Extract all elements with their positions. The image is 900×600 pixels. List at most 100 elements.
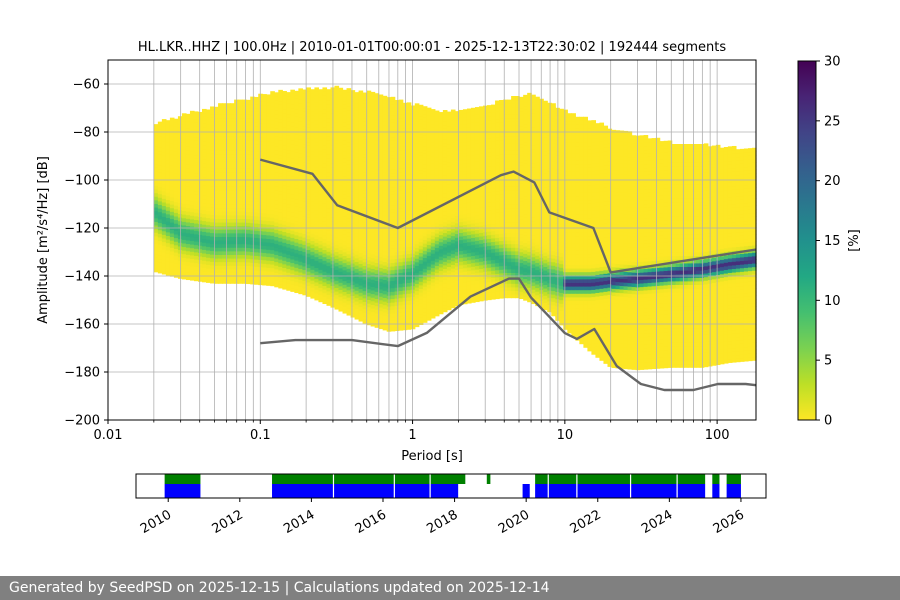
heatmap-cell	[479, 250, 484, 255]
heatmap-cell	[410, 155, 416, 161]
heatmap-cell	[298, 228, 303, 233]
heatmap-cell	[314, 238, 320, 243]
heatmap-cell	[169, 175, 175, 180]
heatmap-cell	[479, 210, 484, 215]
heatmap-cell	[298, 214, 303, 219]
heatmap-cell	[218, 142, 223, 147]
heatmap-cell	[310, 254, 316, 260]
heatmap-cell	[286, 261, 291, 266]
heatmap-cell	[446, 288, 452, 293]
heatmap-cell	[479, 279, 484, 284]
heatmap-cell	[406, 271, 412, 276]
heatmap-cell	[402, 275, 408, 280]
heatmap-cell	[491, 115, 496, 120]
heatmap-cell	[350, 133, 356, 138]
heatmap-cell	[202, 263, 207, 268]
heatmap-cell	[222, 106, 227, 111]
heatmap-cell	[278, 197, 283, 203]
heatmap-cell	[515, 294, 520, 299]
heatmap-cell	[290, 176, 295, 181]
heatmap-cell	[491, 165, 496, 171]
heatmap-cell	[410, 220, 416, 225]
heatmap-cell	[314, 296, 320, 301]
heatmap-cell	[298, 142, 303, 147]
heatmap-cell	[282, 242, 287, 247]
heatmap-cell	[382, 121, 388, 126]
heatmap-cell	[326, 150, 332, 155]
heatmap-cell	[402, 279, 408, 284]
heatmap-cell	[177, 227, 183, 233]
heatmap-cell	[210, 164, 215, 169]
heatmap-cell	[230, 254, 235, 259]
heatmap-cell	[214, 268, 219, 273]
heatmap-cell	[270, 130, 275, 135]
heatmap-cell	[185, 117, 191, 122]
heatmap-cell	[314, 220, 320, 225]
heatmap-cell	[422, 246, 428, 251]
heatmap-cell	[410, 260, 416, 265]
heatmap-cell	[434, 268, 440, 274]
heatmap-cell	[466, 288, 472, 293]
heatmap-cell	[446, 295, 452, 300]
heatmap-cell	[218, 132, 223, 137]
heatmap-cell	[479, 160, 484, 165]
heatmap-cell	[262, 198, 267, 203]
heatmap-cell	[266, 105, 271, 110]
heatmap-cell	[462, 166, 468, 172]
heatmap-cell	[487, 180, 492, 185]
heatmap-cell	[202, 170, 207, 175]
heatmap-cell	[354, 135, 360, 140]
heatmap-cell	[450, 285, 456, 291]
heatmap-cell	[358, 306, 364, 311]
heatmap-cell	[302, 219, 307, 224]
heatmap-cell	[499, 269, 504, 274]
heatmap-cell	[402, 110, 408, 115]
heatmap-cell	[298, 163, 303, 169]
heatmap-cell	[270, 256, 275, 261]
heatmap-cell	[507, 164, 512, 169]
heatmap-cell	[418, 209, 424, 214]
heatmap-cell	[358, 176, 364, 182]
heatmap-cell	[390, 176, 396, 181]
heatmap-cell	[491, 194, 496, 199]
heatmap-cell	[474, 197, 480, 202]
heatmap-cell	[165, 120, 171, 125]
heatmap-cell	[470, 172, 476, 177]
heatmap-cell	[507, 236, 512, 241]
heatmap-cell	[422, 228, 428, 233]
heatmap-cell	[426, 276, 432, 282]
heatmap-cell	[282, 260, 287, 265]
heatmap-cell	[326, 132, 332, 137]
heatmap-cell	[165, 228, 171, 233]
heatmap-cell	[157, 186, 163, 191]
heatmap-cell	[254, 237, 259, 242]
heatmap-cell	[274, 121, 279, 126]
heatmap-cell	[282, 227, 287, 232]
heatmap-cell	[302, 139, 307, 145]
heatmap-cell	[350, 298, 356, 304]
heatmap-cell	[338, 242, 344, 247]
heatmap-cell	[342, 111, 348, 116]
heatmap-cell	[286, 210, 291, 216]
heatmap-cell	[189, 164, 195, 170]
heatmap-cell	[310, 186, 316, 191]
heatmap-cell	[362, 240, 368, 245]
heatmap-cell	[499, 143, 504, 148]
heatmap-cell	[278, 100, 283, 105]
heatmap-cell	[358, 220, 364, 225]
heatmap-cell	[350, 104, 356, 109]
heatmap-cell	[450, 217, 456, 222]
heatmap-cell	[294, 288, 299, 294]
heatmap-cell	[495, 168, 500, 174]
heatmap-cell	[507, 175, 512, 180]
heatmap-cell	[302, 280, 307, 285]
heatmap-cell	[338, 109, 344, 114]
heatmap-cell	[374, 251, 380, 256]
heatmap-cell	[511, 160, 516, 165]
heatmap-cell	[378, 162, 384, 168]
heatmap-cell	[511, 110, 516, 115]
heatmap-cell	[454, 114, 460, 119]
heatmap-cell	[378, 227, 384, 232]
heatmap-cell	[242, 200, 247, 205]
heatmap-cell	[314, 278, 320, 283]
